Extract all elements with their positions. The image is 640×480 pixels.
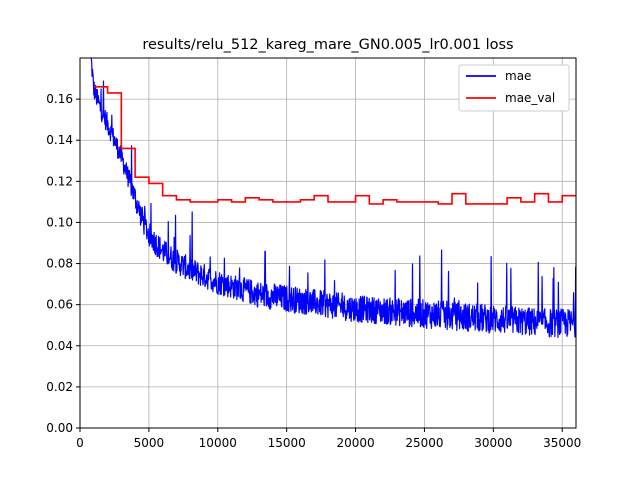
y-tick-label: 0.14 — [46, 133, 73, 147]
x-tick-label: 20000 — [336, 436, 374, 450]
grid-layer — [79, 58, 576, 429]
y-tick-label: 0.08 — [46, 257, 73, 271]
legend-label-mae: mae — [505, 69, 531, 83]
y-tick-label: 0.10 — [46, 215, 73, 229]
x-tick-label: 15000 — [268, 436, 306, 450]
x-tick-label: 10000 — [199, 436, 237, 450]
x-tick-label: 25000 — [405, 436, 443, 450]
legend-label-mae-val: mae_val — [505, 91, 555, 105]
series-line-mae — [90, 58, 576, 338]
x-tick-label: 0 — [76, 436, 84, 450]
plot-frame — [79, 57, 577, 429]
y-tick-label: 0.02 — [46, 380, 73, 394]
y-tick-label: 0.04 — [46, 339, 73, 353]
axes-layer — [76, 57, 577, 432]
chart-title: results/relu_512_kareg_mare_GN0.005_lr0.… — [142, 37, 513, 53]
y-tick-label: 0.06 — [46, 298, 73, 312]
y-tick-label: 0.00 — [46, 421, 73, 435]
x-tick-label: 5000 — [134, 436, 165, 450]
x-tick-label: 35000 — [543, 436, 581, 450]
legend: mae mae_val — [458, 64, 570, 112]
plot-layer — [90, 58, 576, 338]
y-tick-label: 0.12 — [46, 174, 73, 188]
x-tick-label: 30000 — [474, 436, 512, 450]
series-line-mae-val — [93, 85, 576, 205]
y-tick-label: 0.16 — [46, 92, 73, 106]
labels-layer: 0 5000 10000 15000 20000 25000 30000 35000 0.00 0… — [46, 92, 581, 450]
